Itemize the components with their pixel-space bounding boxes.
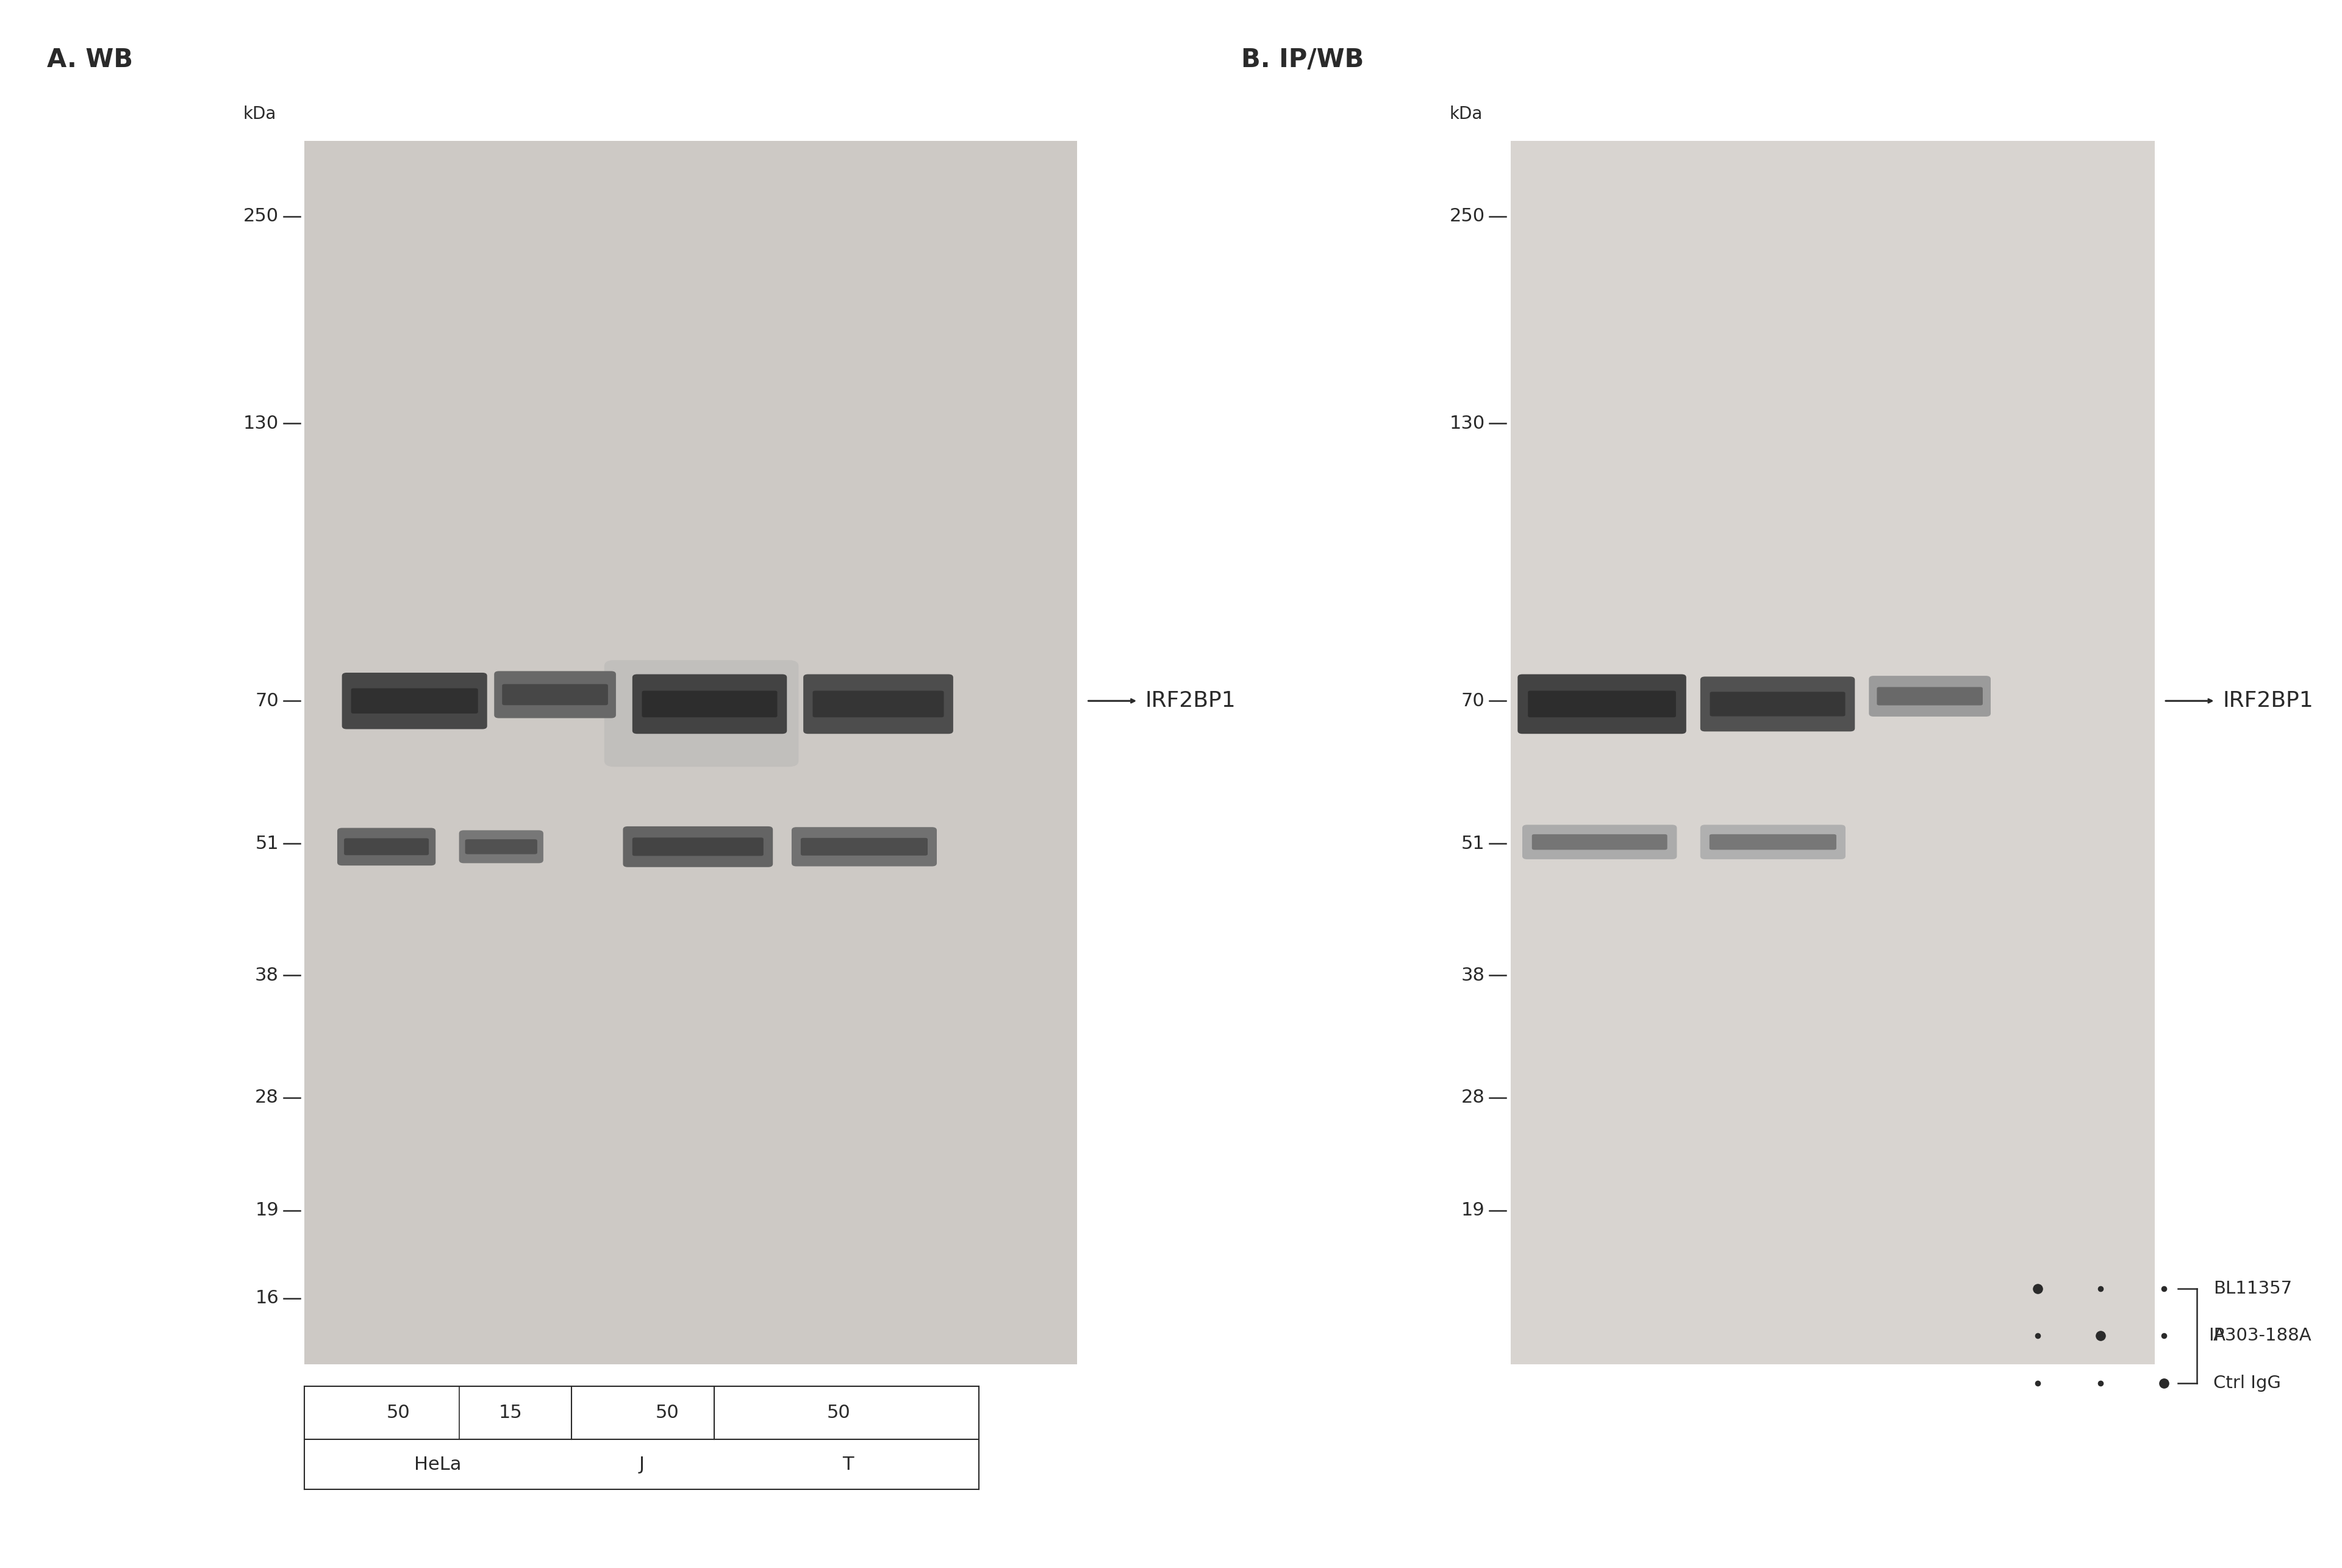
FancyBboxPatch shape [466,839,536,855]
Point [2145,1323,2183,1348]
FancyBboxPatch shape [501,684,609,706]
Text: 38: 38 [1461,966,1485,985]
Text: 50: 50 [656,1403,679,1422]
Text: kDa: kDa [1450,105,1482,122]
FancyBboxPatch shape [813,691,944,717]
FancyBboxPatch shape [1869,676,1991,717]
Text: IP: IP [2209,1328,2225,1344]
FancyBboxPatch shape [623,826,773,867]
FancyBboxPatch shape [1700,825,1845,859]
Text: A303-188A: A303-188A [2213,1328,2312,1344]
Text: 38: 38 [255,966,279,985]
Text: 130: 130 [244,414,279,433]
Text: B. IP/WB: B. IP/WB [1241,47,1363,72]
FancyBboxPatch shape [1527,691,1677,717]
Text: 28: 28 [1461,1088,1485,1107]
FancyBboxPatch shape [304,141,1077,1364]
Point [2019,1370,2056,1396]
Text: IRF2BP1: IRF2BP1 [2223,690,2314,712]
Text: BL11357: BL11357 [2213,1281,2293,1297]
Text: 130: 130 [1450,414,1485,433]
FancyBboxPatch shape [1876,687,1984,706]
FancyBboxPatch shape [459,831,543,862]
FancyBboxPatch shape [1710,834,1836,850]
Point [2145,1370,2183,1396]
Point [2082,1276,2120,1301]
Text: J: J [639,1455,644,1474]
FancyBboxPatch shape [351,688,478,713]
Point [2145,1276,2183,1301]
Text: 50: 50 [827,1403,850,1422]
Point [2019,1276,2056,1301]
FancyBboxPatch shape [494,671,616,718]
FancyBboxPatch shape [1518,674,1686,734]
Text: 51: 51 [255,834,279,853]
FancyBboxPatch shape [1511,141,2155,1364]
Text: 15: 15 [499,1403,522,1422]
Point [2082,1370,2120,1396]
FancyBboxPatch shape [632,674,787,734]
Text: 70: 70 [255,691,279,710]
Text: 70: 70 [1461,691,1485,710]
FancyBboxPatch shape [792,828,937,866]
Text: A. WB: A. WB [47,47,133,72]
FancyBboxPatch shape [1532,834,1668,850]
Text: 16: 16 [255,1289,279,1308]
Text: Ctrl IgG: Ctrl IgG [2213,1375,2281,1391]
Text: 50: 50 [386,1403,410,1422]
Text: 51: 51 [1461,834,1485,853]
Text: 19: 19 [255,1201,279,1220]
Text: HeLa: HeLa [415,1455,461,1474]
FancyBboxPatch shape [337,828,436,866]
Text: kDa: kDa [244,105,276,122]
Text: IRF2BP1: IRF2BP1 [1145,690,1237,712]
Text: T: T [843,1455,852,1474]
FancyBboxPatch shape [344,839,429,855]
Point [2082,1323,2120,1348]
Text: 28: 28 [255,1088,279,1107]
Text: 19: 19 [1461,1201,1485,1220]
Text: 250: 250 [1450,207,1485,226]
Point [2019,1323,2056,1348]
FancyBboxPatch shape [1710,691,1845,717]
FancyBboxPatch shape [801,837,927,856]
FancyBboxPatch shape [803,674,953,734]
FancyBboxPatch shape [1700,676,1855,731]
Text: 250: 250 [244,207,279,226]
FancyBboxPatch shape [642,691,778,717]
FancyBboxPatch shape [342,673,487,729]
FancyBboxPatch shape [632,837,763,856]
FancyBboxPatch shape [604,660,799,767]
FancyBboxPatch shape [1522,825,1677,859]
